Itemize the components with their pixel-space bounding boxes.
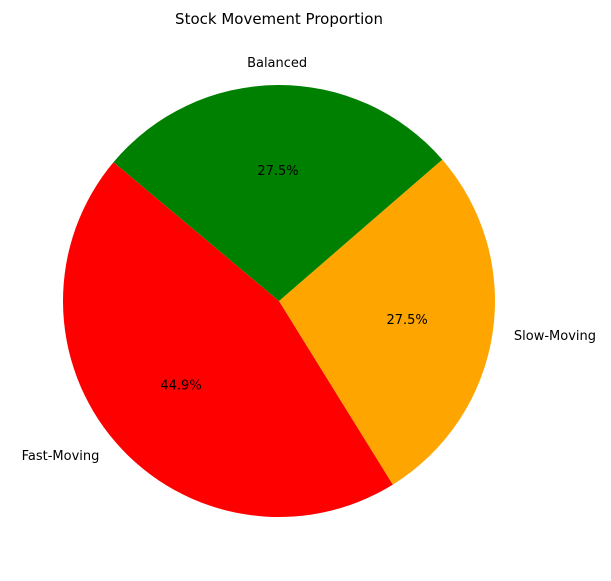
percent-label-slow-moving: 27.5% <box>386 313 427 328</box>
pie-labels: Fast-Moving 44.9% Slow-Moving 27.5% Balanced… <box>22 56 596 464</box>
pie-slice-slow-moving <box>279 159 495 485</box>
slice-label-fast-moving: Fast-Moving <box>22 449 100 464</box>
pie-slice-fast-moving <box>63 162 393 517</box>
pie-slices <box>63 84 495 517</box>
chart-title: Stock Movement Proportion <box>175 10 383 28</box>
slice-label-slow-moving: Slow-Moving <box>514 329 596 344</box>
pie-slice-balanced <box>113 84 443 301</box>
percent-label-balanced: 27.5% <box>257 164 298 179</box>
slice-label-balanced: Balanced <box>247 56 307 71</box>
percent-label-fast-moving: 44.9% <box>160 378 201 393</box>
